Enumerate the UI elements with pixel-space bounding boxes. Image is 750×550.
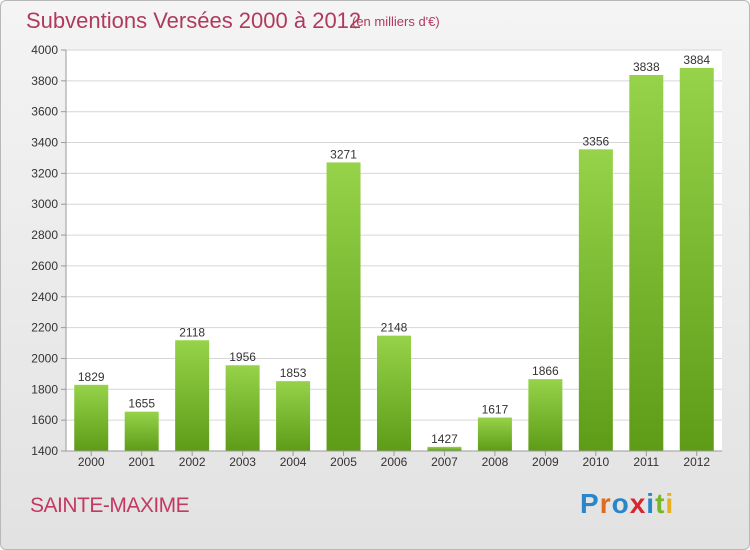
bar-value-label: 3838 [633, 60, 660, 74]
commune-name: SAINTE-MAXIME [30, 494, 190, 517]
logo-letter: i [665, 488, 675, 519]
bar-2005 [326, 162, 361, 451]
y-tick-label: 3000 [31, 197, 58, 211]
bar-2006 [377, 335, 411, 451]
bar-value-label: 1655 [128, 397, 155, 411]
logo-letter: t [655, 488, 666, 519]
y-tick-label: 4000 [31, 43, 58, 57]
bar-2011 [629, 74, 664, 451]
y-tick-label: 3400 [31, 136, 58, 150]
y-tick-label: 2400 [31, 290, 58, 304]
bar-value-label: 1956 [229, 350, 256, 364]
bar-value-label: 2118 [179, 325, 205, 339]
y-tick-label: 3200 [31, 166, 58, 180]
bars [74, 67, 714, 451]
x-tick-label: 2003 [229, 455, 256, 469]
y-axis-ticks: 1400 1600 1800 2000 2200 2400 2600 2800 3000 3200… [31, 43, 66, 458]
bar-value-label: 1617 [482, 403, 509, 417]
x-tick-label: 2002 [179, 455, 206, 469]
bar-2007 [427, 446, 462, 451]
bar-value-label: 3356 [582, 134, 609, 148]
y-tick-label: 2000 [31, 351, 58, 365]
y-tick-label: 2600 [31, 259, 58, 273]
bar-value-label: 3271 [330, 147, 357, 161]
bar-value-label: 1853 [280, 366, 307, 380]
x-tick-label: 2006 [381, 455, 408, 469]
x-tick-label: 2000 [78, 455, 105, 469]
y-tick-label: 1800 [31, 382, 58, 396]
bar-2002 [175, 340, 210, 451]
y-tick-label: 3600 [31, 105, 58, 119]
x-tick-label: 2012 [683, 455, 710, 469]
y-tick-label: 1600 [31, 413, 58, 427]
y-tick-label: 3800 [31, 74, 58, 88]
chart-title: Subventions Versées 2000 à 2012 [26, 8, 362, 33]
bar-2008 [477, 417, 512, 451]
bar-2012 [679, 67, 714, 451]
x-tick-label: 2009 [532, 455, 559, 469]
x-axis-ticks: 2000 2001 2002 2003 2004 2005 2006 2007 2008 2009… [78, 451, 710, 469]
x-tick-label: 2011 [633, 455, 659, 469]
y-tick-label: 1400 [31, 444, 58, 458]
bar-2001 [124, 411, 159, 451]
bar-value-label: 1866 [532, 364, 559, 378]
logo-letter: r [599, 488, 612, 519]
chart-subtitle: (en milliers d'€) [352, 14, 440, 29]
logo-letter: i [646, 488, 656, 519]
x-tick-label: 2004 [280, 455, 307, 469]
x-tick-label: 2007 [431, 455, 458, 469]
y-tick-label: 2200 [31, 321, 58, 335]
y-tick-label: 2800 [31, 228, 58, 242]
bar-2004 [276, 381, 311, 451]
bar-2000 [74, 384, 109, 451]
x-tick-label: 2008 [482, 455, 509, 469]
bar-value-label: 3884 [683, 53, 710, 67]
logo-letter: o [611, 488, 630, 519]
bar-value-labels: 1829 1655 2118 1956 1853 3271 2148 1427 1617 1866… [78, 53, 711, 446]
bar-2003 [225, 365, 260, 451]
proxiti-logo: Proxiti [580, 488, 690, 524]
bar-value-label: 1427 [431, 432, 458, 446]
bar-2009 [528, 379, 563, 451]
logo-letter: x [629, 488, 647, 519]
x-tick-label: 2001 [128, 455, 155, 469]
bar-2010 [578, 149, 613, 451]
bar-value-label: 1829 [78, 370, 105, 384]
x-tick-label: 2005 [330, 455, 357, 469]
logo-letter: P [580, 488, 600, 519]
x-tick-label: 2010 [582, 455, 609, 469]
bar-value-label: 2148 [381, 321, 408, 335]
